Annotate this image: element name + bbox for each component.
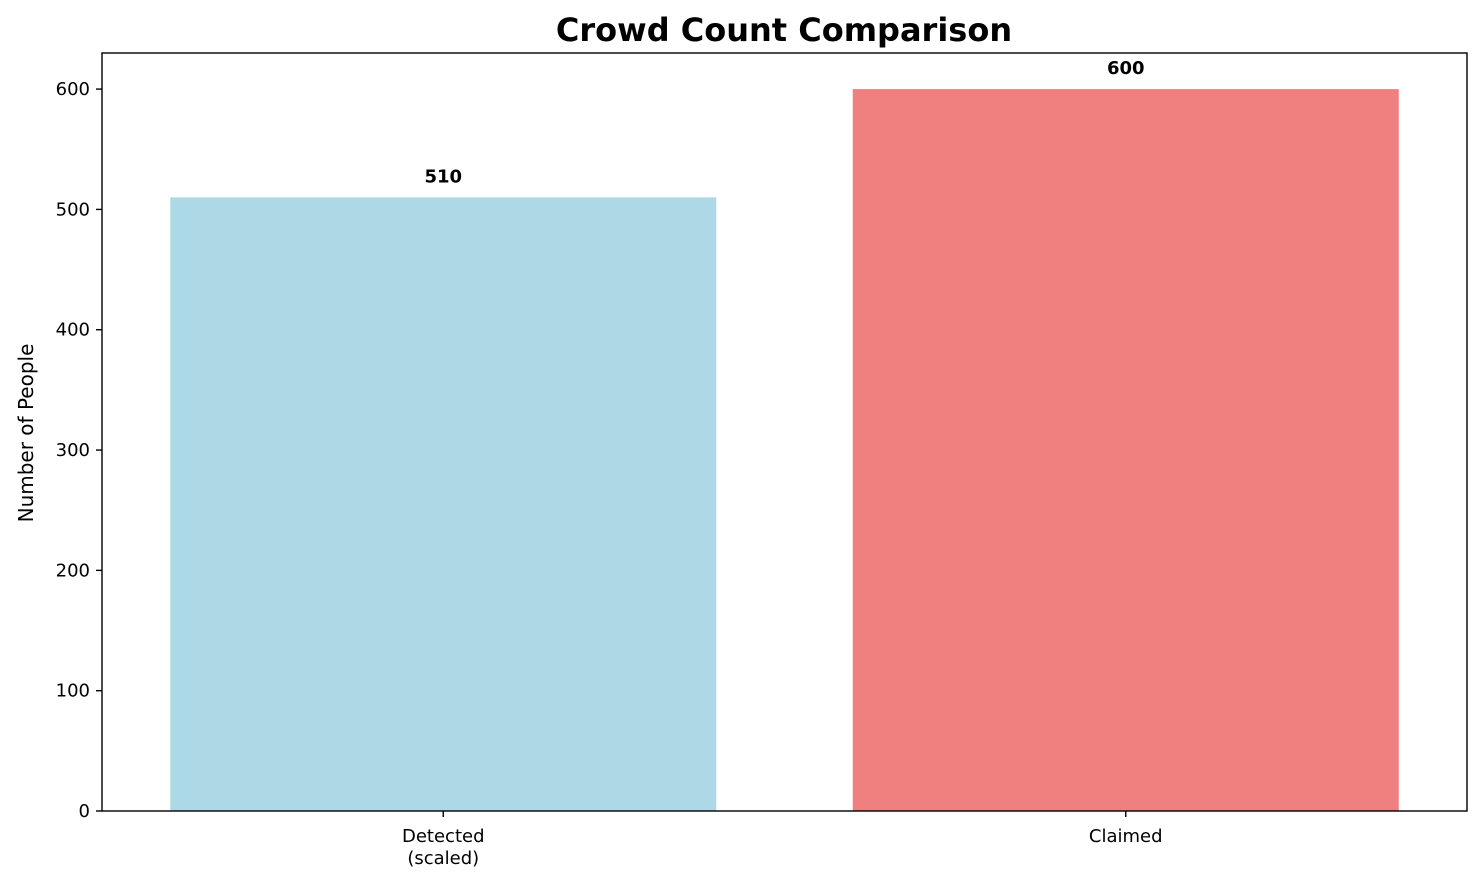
y-tick-label-0: 0 bbox=[79, 801, 90, 822]
data-label-0: 510 bbox=[424, 166, 462, 187]
bar-0 bbox=[170, 197, 717, 811]
y-tick-label-2: 200 bbox=[56, 560, 90, 581]
chart-title: Crowd Count Comparison bbox=[556, 11, 1012, 49]
plot-area: 510 600 0 100 200 300 400 500 600 Detected (scaled… bbox=[56, 52, 1468, 869]
y-tick-label-5: 500 bbox=[56, 199, 90, 220]
y-tick-label-1: 100 bbox=[56, 681, 90, 702]
y-tick-label-4: 400 bbox=[56, 320, 90, 341]
x-tick-label-1: Claimed bbox=[1089, 826, 1163, 847]
y-axis-label: Number of People bbox=[14, 344, 38, 523]
x-tick-label-0: Detected (scaled) bbox=[402, 826, 485, 869]
y-tick-label-6: 600 bbox=[56, 79, 90, 100]
y-tick-label-3: 300 bbox=[56, 440, 90, 461]
bar-1 bbox=[852, 89, 1399, 812]
data-label-1: 600 bbox=[1107, 58, 1145, 79]
plot-frame bbox=[101, 52, 1468, 812]
